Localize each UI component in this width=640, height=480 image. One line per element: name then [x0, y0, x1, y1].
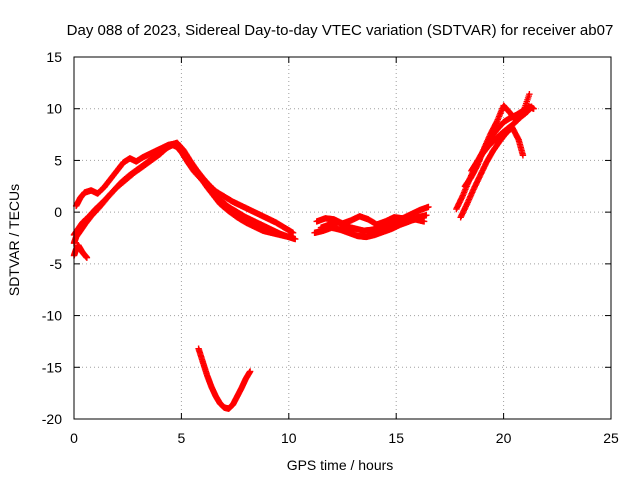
series-track-c — [72, 140, 292, 241]
y-tick-label: -15 — [42, 359, 62, 375]
x-tick-label: 10 — [281, 430, 297, 446]
series-track-b — [70, 139, 297, 239]
y-tick-label: 10 — [46, 101, 62, 117]
data-point — [519, 152, 527, 159]
data-point — [83, 254, 91, 261]
series-track-j — [457, 124, 527, 221]
data-point — [285, 233, 292, 241]
data-point — [526, 91, 533, 98]
y-axis-label: SDTVAR / TECUs — [6, 184, 22, 296]
y-tick-label: 15 — [46, 49, 62, 65]
x-tick-label: 25 — [603, 430, 619, 446]
data-point — [530, 105, 537, 112]
data-point — [289, 229, 297, 237]
y-tick-label: -10 — [42, 308, 62, 324]
data-point — [423, 212, 430, 219]
data-point — [420, 218, 428, 225]
y-tick-label: 0 — [54, 204, 62, 220]
x-tick-label: 20 — [496, 430, 512, 446]
data-layer — [70, 91, 537, 412]
data-point — [246, 368, 254, 375]
x-tick-label: 15 — [388, 430, 404, 446]
x-axis-label: GPS time / hours — [287, 457, 394, 473]
data-point — [292, 235, 299, 243]
chart-title: Day 088 of 2023, Sidereal Day-to-day VTE… — [67, 22, 614, 39]
data-point — [425, 203, 432, 211]
series-track-h — [317, 216, 428, 234]
y-tick-label: 5 — [54, 152, 62, 168]
ticks-layer: 0 5 10 15 20 25 -20 -15 -10 -5 0 5 10 15 — [42, 49, 619, 446]
series-track-e — [195, 345, 254, 412]
series-track-l — [468, 103, 537, 174]
plot-frame — [73, 56, 612, 420]
x-tick-label: 0 — [70, 430, 78, 446]
y-tick-label: -20 — [42, 411, 62, 427]
y-tick-label: -5 — [50, 256, 63, 272]
x-tick-label: 5 — [178, 430, 186, 446]
